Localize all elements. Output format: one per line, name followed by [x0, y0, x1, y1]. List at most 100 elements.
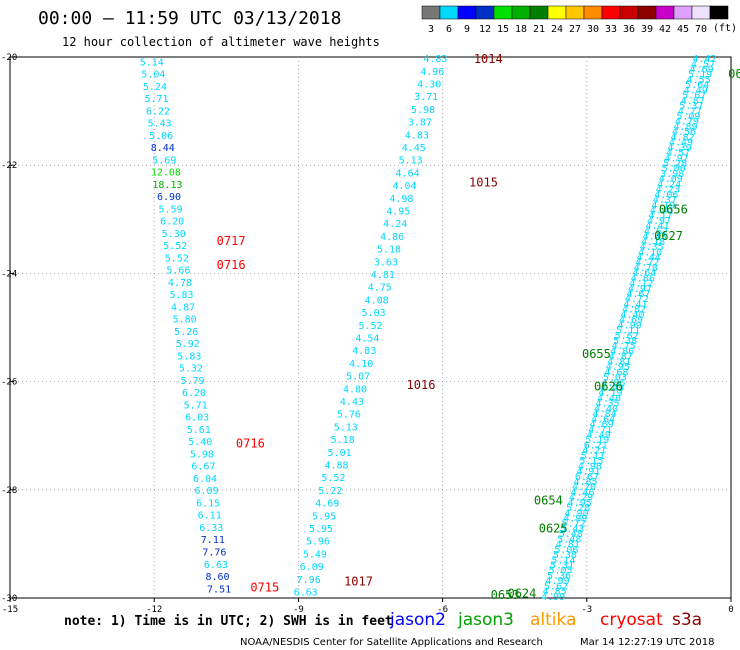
wave-height-value: 4.10 — [638, 247, 662, 258]
wave-height-value: 4.42 — [693, 54, 717, 65]
pass-time-label: 0627 — [654, 229, 683, 243]
colorbar-swatch — [583, 5, 603, 20]
wave-height-value: 6.63 — [204, 560, 228, 571]
wave-height-value: 4.87 — [681, 96, 705, 107]
wave-height-value: 5.52 — [321, 473, 345, 484]
wave-height-value: 5.07 — [346, 372, 370, 383]
wave-height-value: 5.52 — [165, 253, 189, 264]
wave-height-value: 4.24 — [383, 219, 407, 230]
colorbar-unit-label: (ft) — [713, 23, 737, 34]
wave-height-value: 4.87 — [609, 352, 633, 363]
wave-height-value: 5.31 — [550, 561, 574, 572]
wave-height-value: 5.62 — [544, 581, 568, 592]
wave-height-value: 5.06 — [554, 545, 578, 556]
wave-height-value: 4.86 — [631, 273, 655, 284]
pass-time-label: 1015 — [469, 175, 498, 189]
wave-height-value: 5.14 — [140, 57, 164, 68]
wave-height-value: 5.83 — [177, 351, 201, 362]
colorbar-swatch — [475, 5, 495, 20]
wave-height-value: 18.13 — [152, 180, 182, 191]
wave-height-value: 6.67 — [575, 472, 599, 483]
wave-height-value: 5.59 — [159, 204, 183, 215]
wave-height-value: 5.69 — [152, 155, 176, 166]
wave-height-value: 4.57 — [691, 59, 715, 70]
wave-height-value: 4.78 — [168, 278, 192, 289]
wave-height-value: 5.95 — [312, 511, 336, 522]
footer: note: 1) Time is in UTC; 2) SWH is in fe… — [64, 610, 715, 648]
colorbar-tick-label: 6 — [446, 24, 452, 35]
wave-height-value: 4.17 — [648, 211, 672, 222]
wave-height-value: 7.96 — [297, 575, 321, 586]
wave-height-value: 6.09 — [195, 486, 219, 497]
y-tick-label: -26 — [1, 378, 17, 388]
wave-height-value: 4.95 — [606, 362, 630, 373]
wave-height-value: 5.18 — [331, 435, 355, 446]
pass-time-label: 1014 — [474, 52, 503, 66]
wave-height-value: 4.83 — [352, 346, 376, 357]
wave-height-value: 5.38 — [553, 550, 577, 561]
wave-height-value: 5.37 — [679, 101, 703, 112]
wave-height-value: 5.49 — [303, 549, 327, 560]
wave-height-value: 3.87 — [408, 118, 432, 129]
colorbar-swatch — [529, 5, 549, 20]
wave-height-value: 4.29 — [569, 493, 593, 504]
wave-height-value: 5.28 — [566, 503, 590, 514]
wave-height-value: 4.88 — [324, 461, 348, 472]
wave-height-value: 5.05 — [548, 566, 572, 577]
wave-height-value: 4.49 — [669, 138, 693, 149]
wave-height-value: 4.81 — [556, 540, 580, 551]
wave-height-value: 4.64 — [632, 268, 656, 279]
legend-s3a: s3a — [672, 610, 702, 630]
wave-height-value: 6.90 — [157, 192, 181, 203]
wave-height-value: 8.60 — [205, 572, 229, 583]
wave-height-value: 4.84 — [593, 409, 617, 420]
wave-height-value: 6.03 — [185, 413, 209, 424]
pass-time-label: 0656 — [659, 202, 688, 216]
wave-height-value: 6.22 — [146, 106, 170, 117]
wave-height-value: 5.92 — [176, 339, 200, 350]
pass-time-label: 0716 — [236, 437, 265, 451]
wave-height-value: 4.83 — [423, 54, 447, 65]
wave-height-value: 4.40 — [594, 404, 618, 415]
legend-jason3: jason3 — [457, 610, 514, 630]
wave-height-value: 4.71 — [588, 425, 612, 436]
colorbar-tick-label: 42 — [659, 24, 671, 35]
colorbar-tick-label: 33 — [605, 24, 617, 35]
wave-height-value: 4.97 — [628, 284, 652, 295]
wave-height-value: 4.86 — [601, 378, 625, 389]
pass-time-label: 0715 — [250, 581, 279, 595]
wave-height-value: 4.24 — [657, 179, 681, 190]
wave-height-value: 4.79 — [675, 117, 699, 128]
colorbar-tick-label: 3 — [428, 24, 434, 35]
wave-height-value: 6.09 — [300, 562, 324, 573]
x-tick-label: -15 — [2, 605, 18, 615]
chart-subtitle: 12 hour collection of altimeter wave hei… — [62, 35, 380, 49]
colorbar-swatch — [457, 5, 477, 20]
wave-height-value: 5.11 — [581, 451, 605, 462]
colorbar-swatch — [421, 5, 441, 20]
wave-height-value: 3.71 — [414, 92, 438, 103]
wave-height-value: 4.98 — [578, 461, 602, 472]
wave-height-value: 4.55 — [687, 75, 711, 86]
wave-height-value: 4.20 — [572, 482, 596, 493]
wave-height-value: 3.98 — [660, 169, 684, 180]
colorbar-tick-label: 30 — [587, 24, 599, 35]
wave-height-value: 5.43 — [148, 119, 172, 130]
wave-height-value: 12.08 — [151, 168, 181, 179]
pass-time-label: 0717 — [217, 234, 246, 248]
wave-height-value: 4.75 — [368, 283, 392, 294]
wave-height-value: 5.67 — [682, 91, 706, 102]
colorbar-tick-label: 36 — [623, 24, 635, 35]
pass-time-label: 1016 — [407, 378, 436, 392]
wave-height-value: 4.54 — [355, 333, 379, 344]
wave-height-value: 4.35 — [595, 399, 619, 410]
footer-timestamp: Mar 14 12:27:19 UTC 2018 — [580, 637, 715, 648]
colorbar-swatch — [439, 5, 459, 20]
wave-height-value: 5.96 — [306, 537, 330, 548]
y-tick-label: -24 — [1, 269, 17, 279]
wave-height-value: 5.22 — [318, 486, 342, 497]
wave-height-value: 4.41 — [645, 221, 669, 232]
wave-height-value: 5.43 — [560, 524, 584, 535]
x-tick-label: -9 — [293, 605, 304, 615]
colorbar-tick-label: 70 — [695, 24, 707, 35]
